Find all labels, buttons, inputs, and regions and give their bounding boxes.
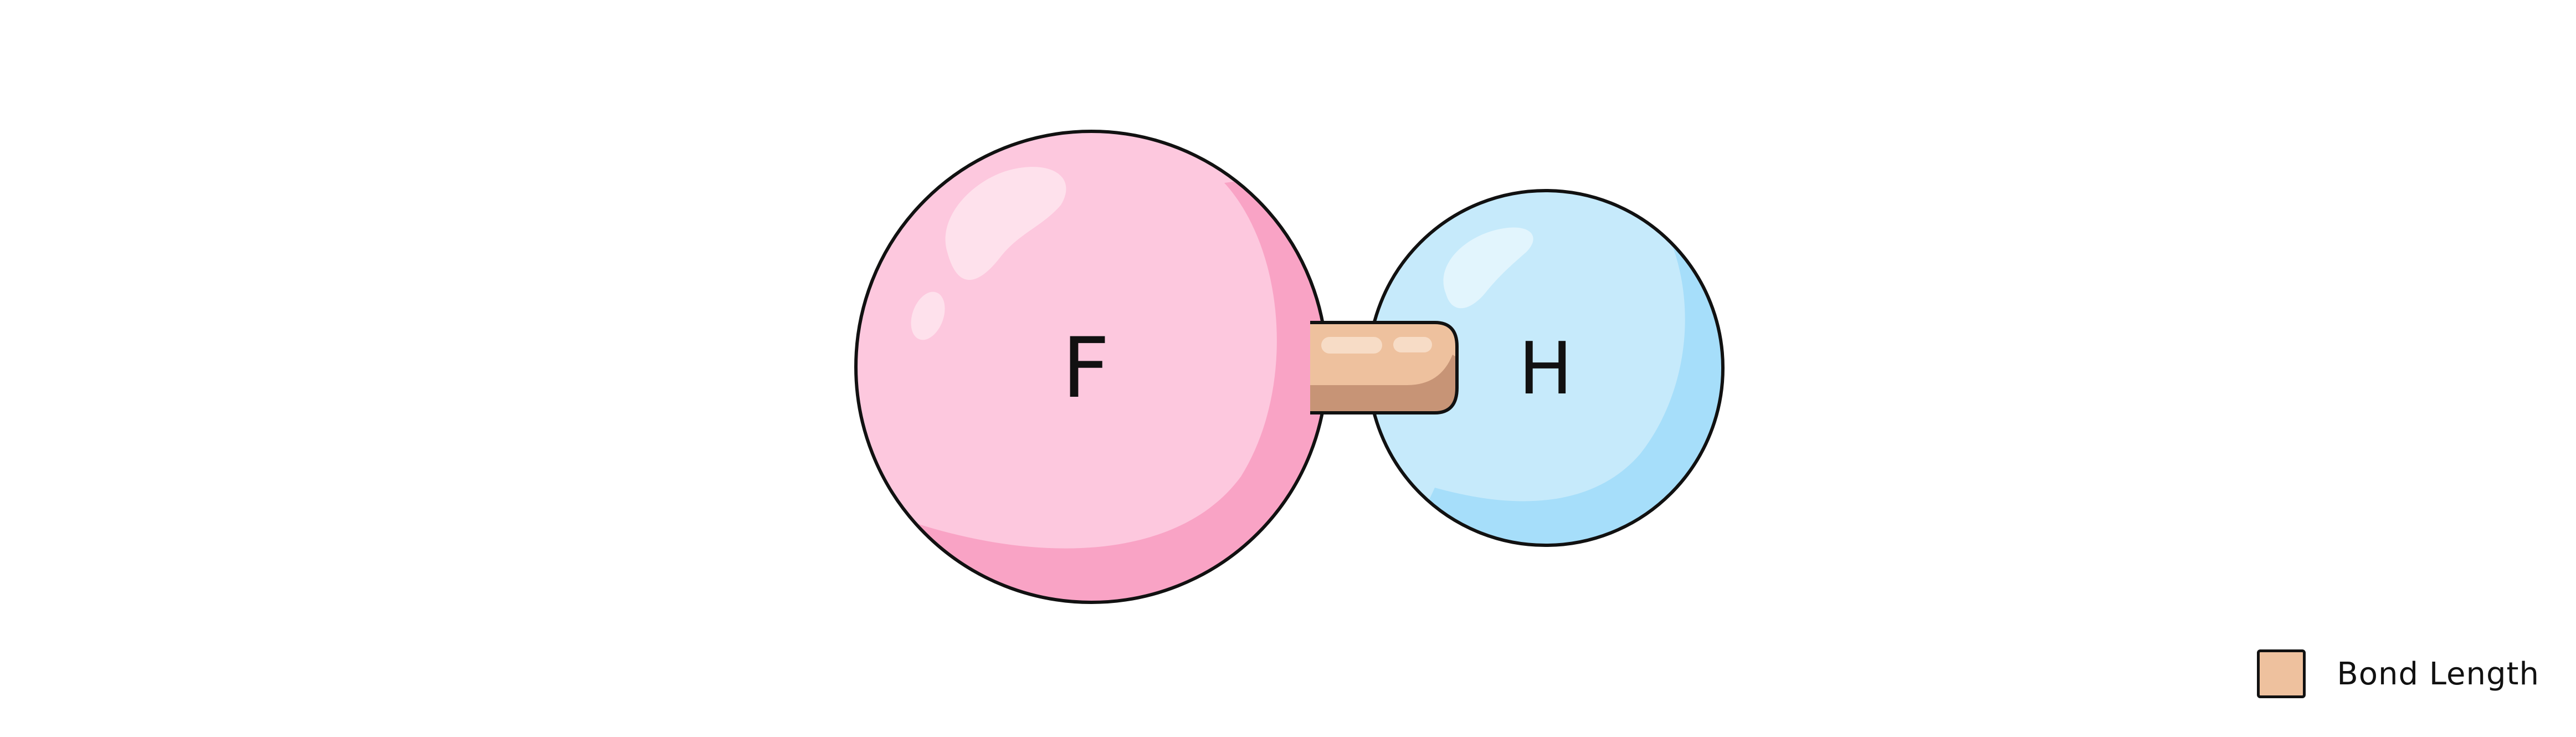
- fh-bond-highlight: [1321, 337, 1382, 354]
- legend-label-bond-length: Bond Length: [2337, 656, 2539, 692]
- fh-bond: [1310, 321, 1459, 414]
- hydrogen-atom-shadow: [1396, 211, 1723, 545]
- fluorine-label: F: [1062, 320, 1110, 417]
- fh-bond-shadow: [1310, 355, 1457, 413]
- fluorine-atom-highlight: [945, 167, 1066, 280]
- fluorine-atom: [854, 130, 1328, 604]
- fluorine-atom-shadow: [864, 166, 1327, 602]
- hydrogen-atom-highlight: [1443, 227, 1533, 309]
- fh-bond-highlight-small: [1393, 337, 1432, 352]
- fluorine-atom-highlight-small: [911, 291, 945, 340]
- legend-swatch-bond-length: [2257, 649, 2306, 698]
- hydrogen-atom: [1367, 189, 1725, 547]
- hydrogen-label: H: [1518, 326, 1573, 411]
- fh-bond-outline: [1310, 321, 1459, 414]
- legend: Bond Length: [2257, 649, 2539, 698]
